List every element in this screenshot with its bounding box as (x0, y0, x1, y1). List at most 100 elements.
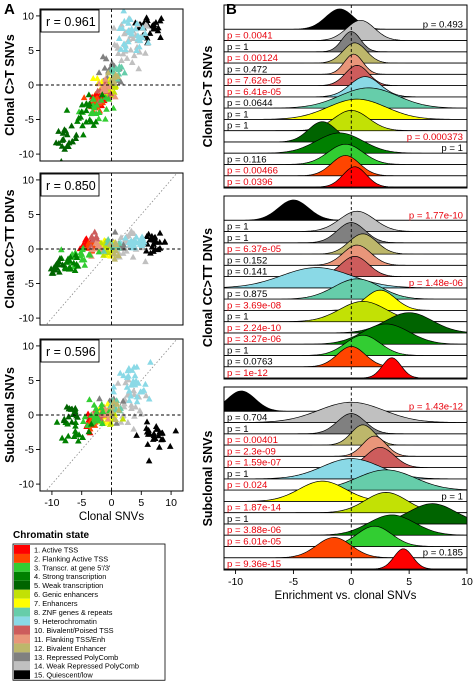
p-value-label: p = 1 (227, 424, 249, 435)
data-point (120, 403, 128, 410)
data-point (98, 91, 106, 98)
ridge-density (224, 424, 467, 446)
legend-label: 10. Bivalent/Poised TSS (34, 626, 114, 635)
data-point (61, 145, 69, 152)
data-point (73, 260, 80, 267)
p-value-label: p = 1 (441, 143, 463, 154)
ridge-density (224, 401, 467, 423)
data-point (102, 55, 110, 62)
data-point (123, 247, 130, 254)
legend-label: 2. Flanking Active TSS (34, 554, 108, 563)
data-point (88, 420, 95, 427)
data-point (53, 418, 61, 425)
data-point (98, 404, 105, 411)
data-point (67, 253, 74, 260)
data-point (96, 395, 103, 402)
legend-swatch (14, 661, 30, 671)
data-point (111, 83, 119, 90)
ridge-density (224, 222, 467, 244)
p-value-label: p = 0.00401 (227, 435, 278, 446)
data-point (107, 252, 114, 259)
legend-swatch (14, 545, 30, 554)
data-point (147, 358, 154, 365)
data-point (125, 27, 132, 34)
data-point (136, 48, 143, 55)
legend-swatch (14, 571, 30, 581)
data-point (117, 45, 125, 52)
data-point (115, 35, 123, 42)
data-point (124, 367, 131, 374)
data-point (104, 69, 112, 76)
p-value-label: p = 0.141 (227, 267, 267, 278)
data-point (102, 93, 109, 100)
correlation-annotation: r = 0.961 (40, 9, 100, 33)
ridge-density (224, 31, 467, 53)
data-point (147, 249, 154, 256)
data-point (108, 65, 116, 72)
ridge-density (224, 155, 467, 177)
data-point (143, 424, 150, 431)
scatter-panel-1: r = 0.961 -10 -5 0 5 10 Clonal C>T SNVs (3, 8, 184, 162)
ridge-density (224, 458, 467, 480)
data-point (113, 419, 120, 426)
data-point (125, 19, 132, 26)
data-point (159, 435, 167, 442)
data-point (127, 237, 135, 244)
data-point (150, 23, 158, 30)
data-point (102, 115, 109, 122)
data-point (151, 233, 159, 240)
data-point (68, 122, 75, 129)
data-point (89, 75, 97, 81)
data-point (80, 256, 88, 263)
data-point (58, 246, 65, 253)
data-point (79, 246, 86, 253)
data-point (130, 52, 138, 59)
p-value-label: p = 0.0644 (227, 98, 273, 109)
legend-swatch (14, 589, 30, 599)
data-point (52, 264, 60, 271)
ridge-density (224, 210, 467, 232)
p-value-label: p = 1 (227, 514, 249, 525)
data-point (71, 267, 79, 273)
ridges (224, 8, 467, 188)
data-point (144, 440, 152, 447)
p-value-label: p = 1 (227, 42, 249, 53)
data-point (65, 413, 72, 420)
p-value-label: p = 0.185 (423, 548, 463, 559)
data-point (125, 387, 133, 394)
x-axis-label: Clonal SNVs (79, 511, 144, 523)
data-point (101, 85, 108, 92)
data-point (139, 24, 147, 31)
data-point (49, 269, 57, 276)
x-tick-label: 0 (109, 497, 115, 509)
data-point (103, 105, 110, 112)
data-point (104, 415, 112, 422)
p-value-label: p = 0.024 (227, 480, 268, 491)
annotation-box (40, 173, 100, 197)
data-point (143, 14, 150, 21)
data-point (95, 109, 103, 115)
annotation-text: r = 0.850 (46, 179, 96, 193)
data-point (120, 372, 127, 379)
ridge-density (224, 64, 467, 86)
data-point (78, 108, 85, 115)
ridge-density (224, 357, 467, 379)
data-point (85, 91, 93, 98)
data-point (85, 239, 92, 246)
p-value-label: p = 2.3e-09 (227, 446, 276, 457)
ridge-density (224, 132, 467, 154)
data-point (143, 34, 151, 41)
data-point (156, 229, 164, 236)
data-point (146, 29, 154, 36)
data-point (72, 135, 80, 141)
data-point (78, 250, 86, 257)
data-point (91, 228, 99, 235)
data-point (145, 39, 152, 46)
p-value-label: p = 0.116 (227, 154, 267, 165)
data-point (62, 127, 70, 134)
data-point (142, 49, 149, 56)
data-point (60, 415, 68, 422)
legend-swatch (14, 553, 30, 563)
data-point (99, 420, 106, 426)
